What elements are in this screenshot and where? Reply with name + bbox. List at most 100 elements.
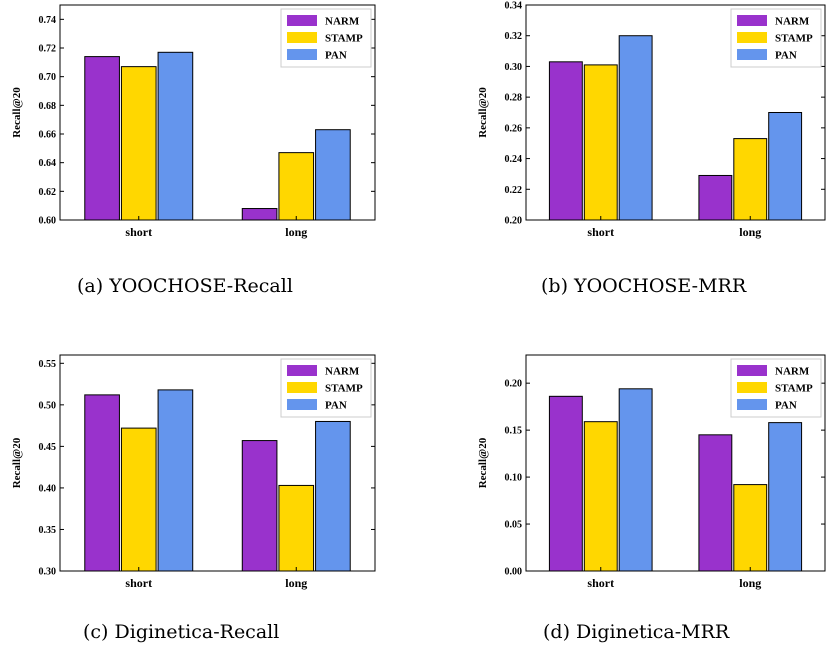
legend-swatch-narm [287, 15, 317, 26]
legend-swatch-stamp [737, 382, 767, 393]
y-tick-label: 0.00 [505, 567, 523, 578]
y-tick-label: 0.68 [39, 101, 57, 112]
chart-c: 0.30 0.35 0.40 0.45 0.50 0.55 Recall@20 short lo… [11, 354, 376, 590]
legend-swatch-stamp [287, 32, 317, 43]
plot-frame [525, 4, 826, 221]
plot-frame [59, 354, 376, 572]
y-tick-label: 0.34 [505, 1, 523, 12]
x-tick-label-long: long [285, 225, 307, 239]
legend-label-stamp: STAMP [325, 383, 363, 395]
y-tick-label: 0.20 [505, 379, 523, 390]
legend-label-narm: NARM [325, 366, 360, 378]
bar-stamp-short [583, 421, 618, 572]
y-tick-label: 0.62 [39, 187, 57, 198]
bar-stamp-long [733, 484, 768, 572]
bar-pan-long [768, 112, 803, 221]
bar-pan-long [315, 129, 351, 221]
chart-d: 0.00 0.05 0.10 0.15 0.20 Recall@20 short long NA… [477, 354, 826, 590]
y-tick-label: 0.05 [505, 520, 523, 531]
y-tick-label: 0.72 [39, 44, 57, 55]
plot-frame [59, 4, 376, 221]
caption-d: (d) Diginetica-MRR [543, 621, 730, 643]
y-tick-label: 0.45 [39, 442, 57, 453]
bar-narm-long [241, 440, 278, 572]
y-axis-title: Recall@20 [477, 437, 489, 488]
legend-swatch-pan [737, 399, 767, 410]
caption-b: (b) YOOCHOSE-MRR [541, 275, 747, 297]
legend-swatch-stamp [737, 32, 767, 43]
legend-label-pan: PAN [325, 400, 347, 412]
y-tick-label: 0.30 [39, 567, 57, 578]
y-tick-label: 0.26 [505, 123, 523, 134]
bar-stamp-long [278, 152, 315, 221]
bar-stamp-short [583, 64, 618, 221]
y-tick-label: 0.74 [39, 15, 57, 26]
bar-stamp-long [733, 138, 768, 221]
y-tick-label: 0.22 [505, 185, 523, 196]
legend-swatch-pan [287, 399, 317, 410]
y-axis-title: Recall@20 [11, 437, 23, 488]
bar-pan-short [157, 51, 194, 221]
y-tick-label: 0.60 [39, 216, 57, 227]
x-tick-label-long: long [739, 576, 761, 590]
y-tick-label: 0.10 [505, 473, 523, 484]
x-tick-label-short: short [125, 225, 152, 239]
caption-a: (a) YOOCHOSE-Recall [77, 275, 293, 297]
chart-panel-a: 0.60 0.62 0.64 0.66 0.68 0.70 0.72 0.74 Recall@2… [0, 0, 400, 300]
legend-swatch-stamp [287, 382, 317, 393]
y-tick-label: 0.24 [505, 154, 523, 165]
legend-swatch-narm [737, 365, 767, 376]
legend-swatch-narm [737, 15, 767, 26]
bar-narm-short [548, 395, 583, 572]
chart-b: 0.20 0.22 0.24 0.26 0.28 0.30 0.32 0.34 Recall@2… [477, 1, 826, 239]
bar-pan-long [315, 420, 351, 572]
chart-panel-d: 0.00 0.05 0.10 0.15 0.20 Recall@20 short long NA… [465, 345, 827, 650]
y-tick-label: 0.20 [505, 216, 523, 227]
x-tick-label-long: long [739, 225, 761, 239]
legend-label-pan: PAN [775, 400, 797, 412]
x-tick-label-short: short [587, 576, 614, 590]
legend-swatch-pan [287, 49, 317, 60]
y-axis-title: Recall@20 [477, 87, 489, 138]
legend-label-narm: NARM [775, 16, 810, 28]
y-tick-label: 0.30 [505, 62, 523, 73]
x-tick-label-short: short [125, 576, 152, 590]
y-tick-label: 0.50 [39, 400, 57, 411]
x-tick-label-short: short [587, 225, 614, 239]
legend-label-narm: NARM [775, 366, 810, 378]
y-tick-label: 0.55 [39, 359, 57, 370]
y-tick-label: 0.40 [39, 483, 57, 494]
caption-c: (c) Diginetica-Recall [83, 621, 280, 643]
bar-stamp-short [120, 427, 157, 572]
bar-stamp-long [278, 484, 315, 572]
bar-pan-short [618, 388, 653, 572]
y-axis-title: Recall@20 [11, 87, 23, 138]
bar-narm-long [698, 174, 733, 221]
bar-narm-long [241, 208, 278, 221]
chart-panel-c: 0.30 0.35 0.40 0.45 0.50 0.55 Recall@20 short lo… [0, 345, 400, 650]
y-tick-label: 0.28 [505, 93, 523, 104]
legend-label-stamp: STAMP [775, 383, 813, 395]
bar-narm-short [84, 394, 120, 572]
bar-pan-short [157, 389, 194, 572]
legend-label-pan: PAN [775, 50, 797, 62]
legend-swatch-narm [287, 365, 317, 376]
x-tick-label-long: long [285, 576, 307, 590]
chart-a: 0.60 0.62 0.64 0.66 0.68 0.70 0.72 0.74 Recall@2… [11, 4, 376, 239]
bar-pan-long [768, 422, 803, 572]
y-tick-label: 0.70 [39, 72, 57, 83]
y-tick-label: 0.66 [39, 130, 57, 141]
legend-label-narm: NARM [325, 16, 360, 28]
legend-label-stamp: STAMP [775, 33, 813, 45]
legend-label-pan: PAN [325, 50, 347, 62]
y-tick-label: 0.64 [39, 158, 57, 169]
legend-label-stamp: STAMP [325, 33, 363, 45]
plot-frame [525, 354, 826, 572]
bar-pan-short [618, 35, 653, 221]
chart-panel-b: 0.20 0.22 0.24 0.26 0.28 0.30 0.32 0.34 Recall@2… [465, 0, 827, 300]
bar-narm-short [548, 61, 583, 221]
y-tick-label: 0.32 [505, 31, 523, 42]
y-tick-label: 0.15 [505, 426, 523, 437]
y-tick-label: 0.35 [39, 525, 57, 536]
legend-swatch-pan [737, 49, 767, 60]
